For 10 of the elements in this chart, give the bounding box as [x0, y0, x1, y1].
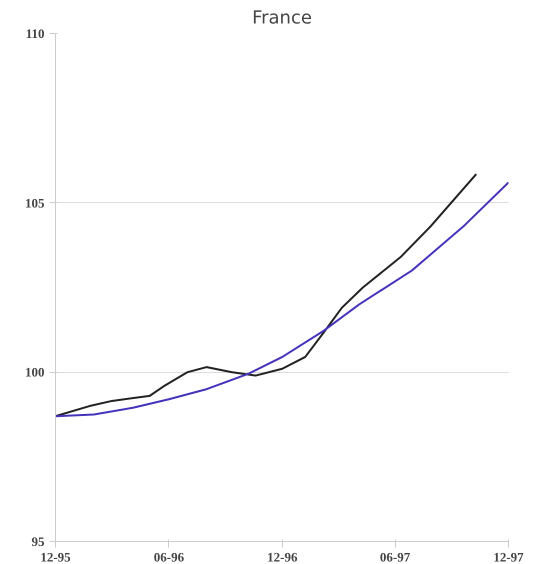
x-tick-label: 12-97 — [493, 550, 524, 564]
y-tick-label: 105 — [25, 195, 45, 210]
x-tick-label: 12-95 — [40, 550, 72, 564]
x-tick-label: 06-96 — [154, 550, 185, 564]
y-tick-label: 95 — [32, 534, 45, 549]
chart-title: France — [252, 8, 312, 28]
x-tick-label: 06-97 — [380, 550, 411, 564]
x-tick-label: 12-96 — [267, 550, 298, 564]
y-tick-label: 110 — [26, 26, 45, 41]
y-tick-label: 100 — [25, 364, 44, 380]
